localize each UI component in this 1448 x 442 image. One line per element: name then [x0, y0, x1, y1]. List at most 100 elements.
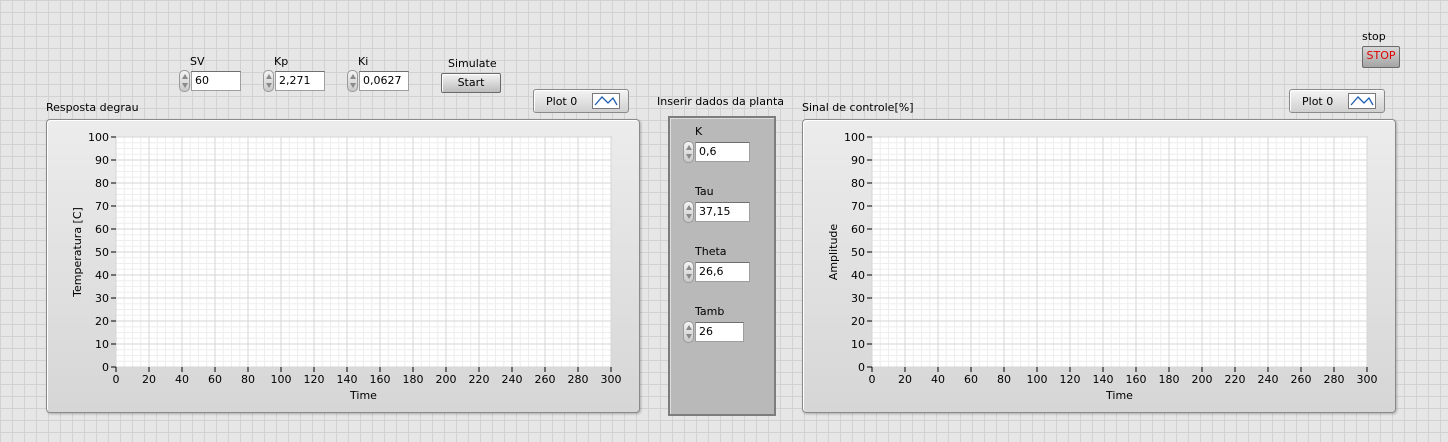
- decrement-arrow-icon[interactable]: [266, 83, 272, 88]
- plant-title: Inserir dados da planta: [657, 95, 784, 108]
- left-graph-title: Resposta degrau: [46, 101, 139, 114]
- stop-label: stop: [1362, 30, 1386, 43]
- left-y-axis-label: Temperatura [C]: [71, 207, 84, 298]
- sv-stepper[interactable]: [179, 70, 190, 92]
- left-x-tick-label: 20: [142, 373, 156, 386]
- left-x-tick-label: 180: [403, 373, 424, 386]
- right-x-tick-label: 200: [1192, 373, 1213, 386]
- right-y-tick-label: 100: [844, 131, 865, 144]
- k-label: K: [695, 125, 703, 138]
- decrement-arrow-icon[interactable]: [686, 334, 692, 339]
- tau-input[interactable]: 37,15: [695, 202, 750, 222]
- left-x-tick-label: 200: [436, 373, 457, 386]
- left-plot-legend[interactable]: Plot 0: [533, 89, 629, 113]
- left-y-tick-label: 20: [95, 315, 109, 328]
- kp-control[interactable]: 2,271: [263, 70, 326, 92]
- left-y-tick-label: 40: [95, 269, 109, 282]
- increment-arrow-icon[interactable]: [686, 145, 692, 150]
- plot-line-icon[interactable]: [1348, 93, 1376, 109]
- left-graph[interactable]: 0 10 20 30 40 50 60 70 80 90 100 0 20 40 60 80 100 120 140…: [46, 119, 640, 413]
- ki-input[interactable]: 0,0627: [359, 71, 409, 91]
- theta-control[interactable]: 26,6: [683, 261, 751, 283]
- right-plot-legend[interactable]: Plot 0: [1289, 89, 1385, 113]
- right-y-tick-label: 0: [858, 361, 865, 374]
- left-x-tick-label: 300: [601, 373, 622, 386]
- tau-control[interactable]: 37,15: [683, 201, 751, 223]
- right-y-tick-label: 70: [851, 200, 865, 213]
- left-x-tick-label: 280: [568, 373, 589, 386]
- sv-input[interactable]: 60: [191, 71, 241, 91]
- increment-arrow-icon[interactable]: [686, 205, 692, 210]
- right-x-tick-label: 0: [869, 373, 876, 386]
- right-x-tick-label: 80: [997, 373, 1011, 386]
- k-control[interactable]: 0,6: [683, 141, 751, 163]
- right-y-tick-label: 90: [851, 154, 865, 167]
- right-y-tick-label: 10: [851, 338, 865, 351]
- right-x-tick-label: 240: [1258, 373, 1279, 386]
- decrement-arrow-icon[interactable]: [350, 83, 356, 88]
- left-x-tick-label: 260: [535, 373, 556, 386]
- right-y-axis-label: Amplitude: [827, 224, 840, 281]
- left-x-tick-label: 100: [271, 373, 292, 386]
- left-x-tick-label: 80: [241, 373, 255, 386]
- left-y-tick-label: 60: [95, 223, 109, 236]
- tamb-label: Tamb: [695, 305, 725, 318]
- stop-button[interactable]: STOP: [1362, 46, 1400, 68]
- tamb-input[interactable]: 26: [695, 322, 744, 342]
- left-x-tick-label: 140: [337, 373, 358, 386]
- left-x-tick-label: 60: [208, 373, 222, 386]
- simulate-label: Simulate: [448, 57, 497, 70]
- increment-arrow-icon[interactable]: [350, 74, 356, 79]
- decrement-arrow-icon[interactable]: [182, 83, 188, 88]
- left-y-tick-label: 30: [95, 292, 109, 305]
- right-x-tick-label: 120: [1060, 373, 1081, 386]
- ki-control[interactable]: 0,0627: [347, 70, 410, 92]
- right-y-tick-label: 30: [851, 292, 865, 305]
- left-x-tick-label: 120: [304, 373, 325, 386]
- tau-stepper[interactable]: [683, 201, 694, 223]
- right-x-tick-label: 140: [1093, 373, 1114, 386]
- left-x-tick-label: 240: [502, 373, 523, 386]
- theta-stepper[interactable]: [683, 261, 694, 283]
- decrement-arrow-icon[interactable]: [686, 214, 692, 219]
- left-y-tick-label: 80: [95, 177, 109, 190]
- left-x-axis-label: Time: [349, 389, 377, 402]
- increment-arrow-icon[interactable]: [182, 74, 188, 79]
- left-y-tick-label: 100: [88, 131, 109, 144]
- sv-control[interactable]: 60: [179, 70, 242, 92]
- left-x-tick-label: 0: [113, 373, 120, 386]
- left-y-tick-label: 70: [95, 200, 109, 213]
- k-input[interactable]: 0,6: [695, 142, 750, 162]
- right-x-tick-label: 60: [964, 373, 978, 386]
- legend-label: Plot 0: [546, 95, 578, 108]
- theta-input[interactable]: 26,6: [695, 262, 750, 282]
- right-y-tick-label: 80: [851, 177, 865, 190]
- left-y-tick-label: 10: [95, 338, 109, 351]
- right-x-tick-label: 280: [1324, 373, 1345, 386]
- right-x-tick-label: 180: [1159, 373, 1180, 386]
- plot-line-icon[interactable]: [592, 93, 620, 109]
- tamb-control[interactable]: 26: [683, 321, 745, 343]
- decrement-arrow-icon[interactable]: [686, 274, 692, 279]
- decrement-arrow-icon[interactable]: [686, 154, 692, 159]
- start-button[interactable]: Start: [441, 73, 501, 93]
- theta-label: Theta: [695, 245, 727, 258]
- left-x-tick-label: 40: [175, 373, 189, 386]
- left-y-tick-label: 50: [95, 246, 109, 259]
- tamb-stepper[interactable]: [683, 321, 694, 343]
- k-stepper[interactable]: [683, 141, 694, 163]
- increment-arrow-icon[interactable]: [686, 325, 692, 330]
- right-x-tick-label: 100: [1027, 373, 1048, 386]
- right-graph[interactable]: 0 10 20 30 40 50 60 70 80 90 100 0 20 40 60 80 100 120 140…: [802, 119, 1396, 413]
- right-x-tick-label: 20: [898, 373, 912, 386]
- kp-stepper[interactable]: [263, 70, 274, 92]
- right-graph-title: Sinal de controle[%]: [802, 101, 914, 114]
- legend-label: Plot 0: [1302, 95, 1334, 108]
- ki-stepper[interactable]: [347, 70, 358, 92]
- kp-input[interactable]: 2,271: [275, 71, 325, 91]
- right-y-tick-label: 20: [851, 315, 865, 328]
- increment-arrow-icon[interactable]: [266, 74, 272, 79]
- increment-arrow-icon[interactable]: [686, 265, 692, 270]
- left-y-tick-label: 90: [95, 154, 109, 167]
- right-y-tick-label: 60: [851, 223, 865, 236]
